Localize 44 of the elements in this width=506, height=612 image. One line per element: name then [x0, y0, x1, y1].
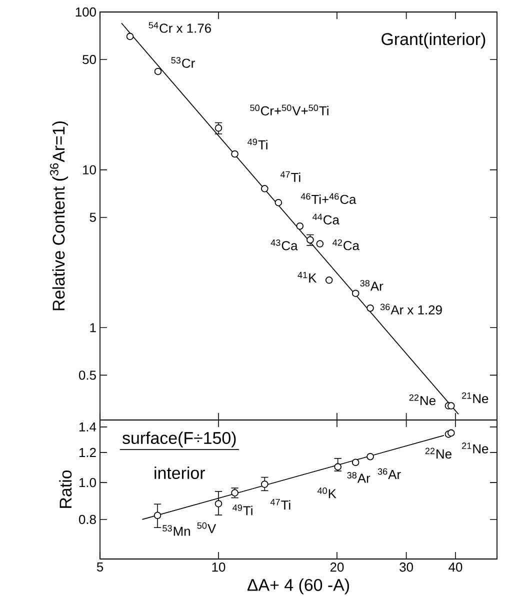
annotation: $^{46}$Ti+$^{46}$Ca [300, 193, 356, 204]
annotation: Grant(interior) [382, 32, 486, 48]
annotation: $^{38}$Ar [347, 472, 370, 483]
y-tick-label: 0.5 [78, 370, 96, 380]
annotation: $^{36}$Ar [378, 468, 401, 479]
annotation: $^{21}$Ne [462, 392, 488, 404]
annotation: $^{49}$Ti [232, 504, 252, 516]
annotation: $^{22}$Ne [409, 394, 436, 406]
y-tick-label: 1.4 [79, 422, 96, 432]
annotation: $^{40}$K [317, 487, 336, 498]
y-tick-label: 50 [82, 54, 96, 64]
y-tick-label: 1 [90, 323, 96, 332]
y-tick-label: 10 [83, 165, 96, 174]
x-tick-label: 10 [212, 562, 226, 572]
annotation: $^{36}$Ar x 1.29 [380, 304, 442, 315]
y-tick-label: 100 [76, 7, 96, 17]
annotation: $^{49}$Ti [248, 138, 268, 150]
annotation: $^{47}$Ti [280, 171, 300, 182]
y-axis-title: Relative Content ($^{36}$Ar=1) [50, 121, 68, 310]
annotation: $^{50}$V [197, 522, 216, 534]
annotation: $^{43}$Ca [270, 239, 298, 250]
x-tick-label: 20 [330, 562, 344, 572]
y-axis-title: Ratio [59, 470, 72, 508]
y-tick-label: 5 [90, 212, 96, 222]
annotation: $^{53}$Cr [171, 57, 195, 68]
x-tick-label: 5 [96, 562, 104, 572]
y-tick-label: 1.2 [79, 448, 96, 457]
annotation: $^{41}$K [298, 272, 317, 282]
x-tick-label: 30 [400, 562, 413, 572]
annotation: surface(F÷150) [122, 432, 236, 448]
annotation: $^{47}$Ti [270, 498, 290, 510]
annotation: $^{53}$Mn [162, 525, 190, 536]
x-tick-label: 40 [448, 562, 462, 572]
y-tick-label: 1.0 [79, 478, 96, 488]
annotation: $^{22}$Ne [425, 448, 452, 459]
annotation: $^{42}$Ca [332, 239, 360, 250]
annotation: $^{44}$Ca [312, 214, 340, 224]
annotation: $^{50}$Cr+$^{50}$V+$^{50}$Ti [250, 104, 328, 116]
annotation: $^{54}$Cr x 1.76 [148, 22, 212, 33]
x-axis-title: ΔA+ 4 (60 -A) [247, 578, 349, 594]
annotation: $^{38}$Ar [360, 280, 384, 291]
annotation: $^{21}$Ne [462, 442, 488, 454]
annotation: interior [154, 466, 205, 480]
y-tick-label: 0.8 [78, 514, 96, 524]
